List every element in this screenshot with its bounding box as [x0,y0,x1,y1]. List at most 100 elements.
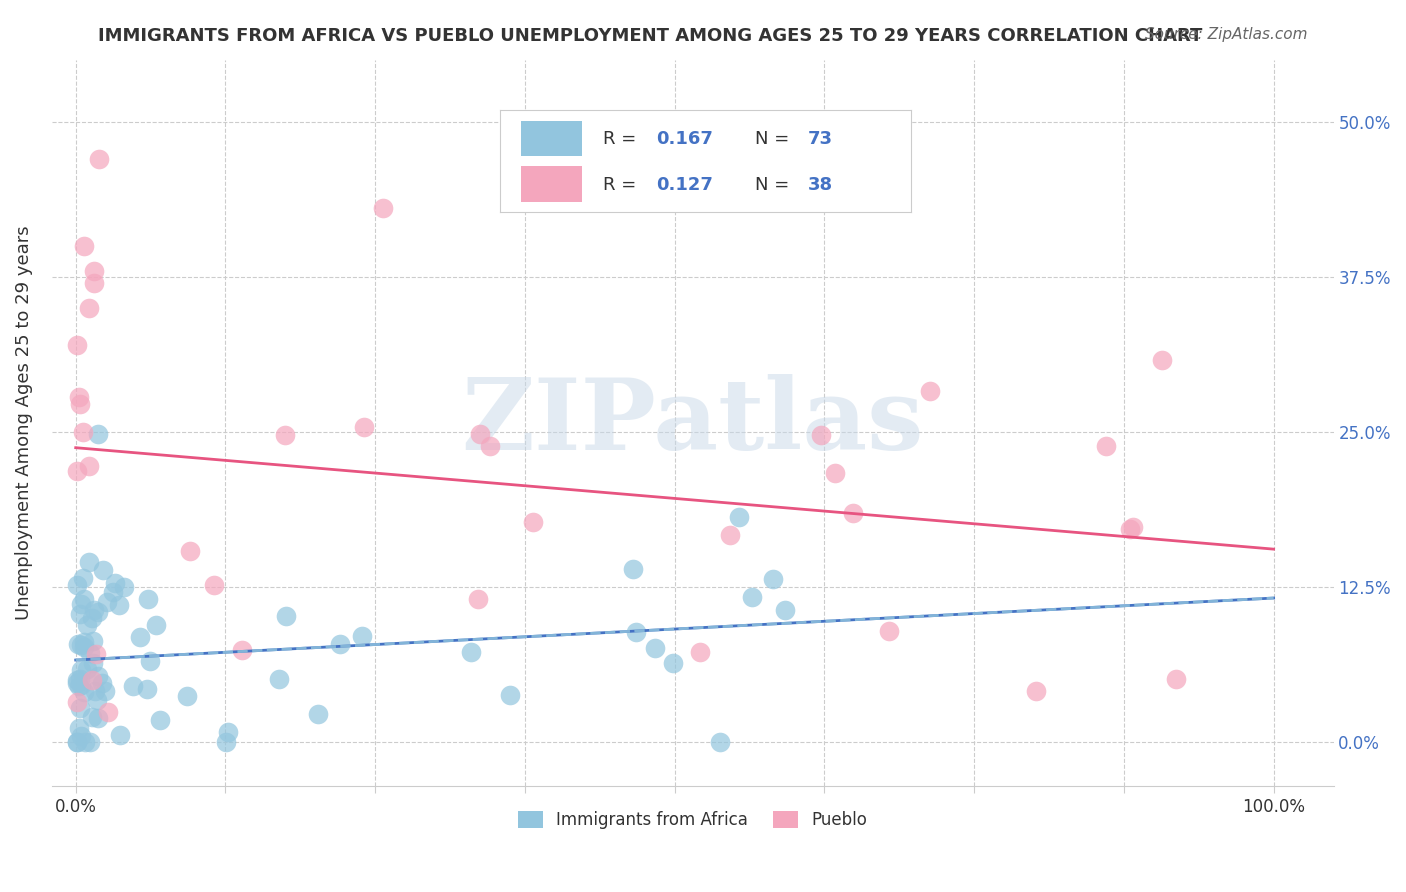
Point [460,645,482,659]
Point [478,439,501,453]
Point [644,641,666,656]
Point [762,572,785,586]
Point [66,673,89,687]
Point [83,276,105,290]
Point [67,721,90,735]
Point [77,458,100,473]
Point [80,611,103,625]
Text: Source: ZipAtlas.com: Source: ZipAtlas.com [1144,27,1308,42]
Point [91,563,114,577]
Point [202,578,225,592]
Point [66,735,89,749]
Point [841,506,863,520]
Point [877,624,900,638]
Point [79,735,101,749]
Point [217,725,239,739]
Point [69,729,91,743]
Point [70,638,93,652]
Point [718,528,741,542]
Point [728,510,751,524]
Point [73,640,96,655]
Point [1025,683,1047,698]
Point [69,607,91,622]
Point [467,592,489,607]
Point [231,643,253,657]
Point [1122,520,1144,534]
Point [1095,439,1118,453]
Point [810,427,832,442]
Point [82,633,104,648]
Point [276,609,298,624]
Point [67,391,90,405]
Point [1164,673,1187,687]
Point [662,656,685,670]
Point [77,556,100,570]
Point [66,338,89,352]
Point [824,466,846,480]
Point [80,673,103,687]
Point [1150,353,1173,368]
Point [76,618,98,632]
Point [918,384,941,399]
Point [215,735,238,749]
Point [69,678,91,692]
Point [136,682,159,697]
Point [371,201,394,215]
Point [66,735,89,749]
Point [145,618,167,632]
Point [709,735,731,749]
Point [73,685,96,699]
Point [87,426,110,441]
Point [86,693,108,707]
Point [83,684,105,698]
Point [176,689,198,703]
Point [136,592,159,607]
Point [83,263,105,277]
Point [67,637,90,651]
Point [79,646,101,660]
Legend: Immigrants from Africa, Pueblo: Immigrants from Africa, Pueblo [512,804,875,836]
Point [108,728,131,742]
Point [66,676,89,690]
Point [76,662,98,676]
Point [79,301,101,315]
Point [307,707,329,722]
Point [353,420,375,434]
Text: IMMIGRANTS FROM AFRICA VS PUEBLO UNEMPLOYMENT AMONG AGES 25 TO 29 YEARS CORRELAT: IMMIGRANTS FROM AFRICA VS PUEBLO UNEMPLO… [98,27,1202,45]
Point [72,571,94,585]
Point [72,425,94,439]
Point [69,701,91,715]
Point [274,428,297,442]
Point [94,684,117,698]
Point [73,239,96,253]
Point [352,629,374,643]
Point [87,152,110,166]
Point [84,648,107,662]
Point [269,672,291,686]
Point [82,656,104,670]
Point [329,637,352,651]
Point [69,673,91,687]
Point [149,713,172,727]
Point [1118,522,1140,536]
Point [86,605,108,619]
Point [107,599,129,613]
Point [97,705,120,719]
Point [70,597,93,611]
Text: ZIPatlas: ZIPatlas [461,374,924,471]
Point [139,654,162,668]
Y-axis label: Unemployment Among Ages 25 to 29 years: Unemployment Among Ages 25 to 29 years [15,226,32,620]
Point [73,635,96,649]
Point [101,584,124,599]
Point [499,689,522,703]
Point [67,680,90,694]
Point [624,625,647,640]
Point [87,669,110,683]
Point [522,515,544,529]
Point [773,603,796,617]
Point [66,695,89,709]
Point [741,591,763,605]
Point [73,735,96,749]
Point [90,676,112,690]
Point [69,664,91,678]
